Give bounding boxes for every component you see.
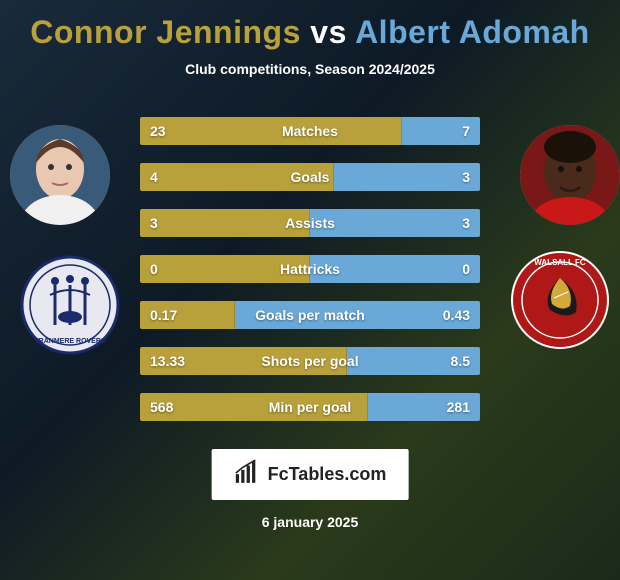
content-wrapper: Connor Jennings vs Albert Adomah Club co…	[0, 0, 620, 580]
stat-bar-right	[402, 117, 480, 145]
logo-text: FcTables.com	[268, 464, 387, 485]
stat-bar-right	[310, 209, 480, 237]
player2-name: Albert Adomah	[355, 14, 590, 50]
stat-bar-right	[334, 163, 480, 191]
stat-bar-left	[140, 301, 235, 329]
stat-row: Shots per goal13.338.5	[140, 347, 480, 375]
stat-bar-right	[347, 347, 480, 375]
stat-row: Assists33	[140, 209, 480, 237]
fctables-logo: FcTables.com	[212, 449, 409, 500]
stat-bar-left	[140, 393, 368, 421]
stat-bar-left	[140, 347, 347, 375]
date-text: 6 january 2025	[0, 514, 620, 530]
stat-bar-left	[140, 163, 334, 191]
stat-bar-left	[140, 255, 310, 283]
player1-name: Connor Jennings	[30, 14, 301, 50]
stat-bar-right	[310, 255, 480, 283]
comparison-chart: Matches237 Goals43 Assists33 Hattricks00 Goa…	[0, 117, 620, 437]
vs-text: vs	[310, 14, 347, 50]
stat-row: Matches237	[140, 117, 480, 145]
stat-row: Min per goal568281	[140, 393, 480, 421]
page-title: Connor Jennings vs Albert Adomah	[0, 14, 620, 51]
stat-row: Goals43	[140, 163, 480, 191]
stat-bar-left	[140, 209, 310, 237]
logo-chart-icon	[234, 459, 260, 490]
stat-bar-right	[368, 393, 480, 421]
stat-row: Hattricks00	[140, 255, 480, 283]
stat-row: Goals per match0.170.43	[140, 301, 480, 329]
stat-bar-right	[235, 301, 480, 329]
subtitle: Club competitions, Season 2024/2025	[0, 61, 620, 77]
bars-container: Matches237 Goals43 Assists33 Hattricks00 Goa…	[140, 117, 480, 437]
stat-bar-left	[140, 117, 402, 145]
